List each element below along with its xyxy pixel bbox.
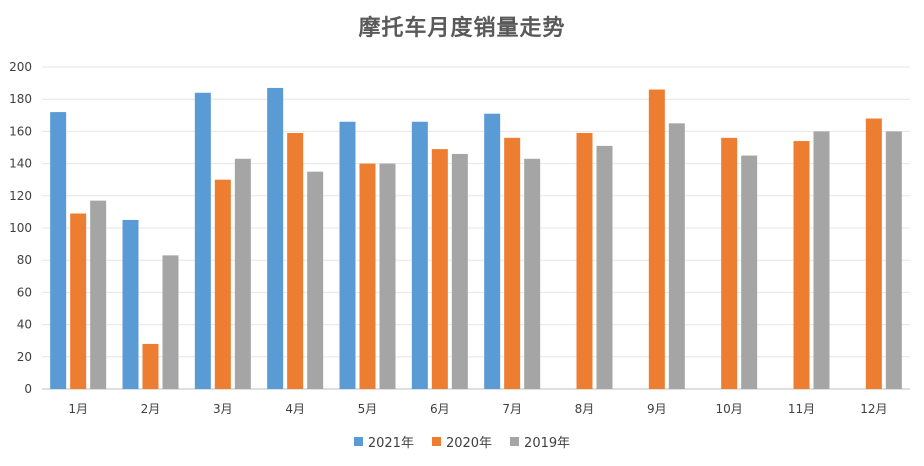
bar-2019年-12月 (885, 131, 902, 389)
legend-label-2020: 2020年 (445, 436, 493, 451)
y-tick-label: 120 (9, 189, 32, 203)
legend: 2021年 2020年 2019年 (0, 432, 924, 451)
y-tick-label: 140 (9, 157, 32, 171)
bar-2019年-6月 (451, 153, 468, 389)
x-tick-label: 11月 (788, 402, 815, 416)
x-tick-label: 10月 (716, 402, 743, 416)
x-tick-label: 2月 (141, 402, 161, 416)
legend-swatch-2020 (431, 437, 441, 446)
x-tick-label: 1月 (68, 402, 88, 416)
bar-2020年-3月 (214, 179, 231, 389)
bar-2019年-10月 (741, 155, 758, 389)
y-tick-label: 200 (9, 60, 32, 74)
legend-label-2021: 2021年 (367, 436, 414, 451)
x-tick-label: 5月 (358, 402, 378, 416)
y-tick-label: 100 (9, 221, 32, 235)
legend-label-2019: 2019年 (524, 436, 571, 451)
y-tick-label: 60 (17, 285, 32, 299)
bar-2019年-2月 (162, 255, 179, 389)
bar-2021年-4月 (267, 87, 284, 390)
bar-2019年-8月 (596, 145, 613, 389)
bar-2021年-2月 (122, 219, 139, 389)
bar-2020年-4月 (287, 133, 304, 389)
bar-2020年-11月 (793, 141, 810, 389)
bar-2020年-1月 (70, 213, 87, 389)
x-tick-label: 4月 (285, 402, 305, 416)
x-tick-label: 6月 (430, 402, 450, 416)
bar-2021年-7月 (484, 113, 501, 389)
x-tick-label: 12月 (860, 402, 887, 416)
bar-2021年-6月 (411, 121, 428, 390)
bar-2021年-1月 (50, 112, 67, 389)
x-tick-label: 3月 (213, 402, 233, 416)
bar-2019年-5月 (379, 163, 396, 389)
y-tick-label: 0 (24, 382, 32, 396)
bar-2020年-2月 (142, 343, 159, 389)
y-tick-label: 40 (17, 318, 32, 332)
x-tick-label: 8月 (575, 402, 595, 416)
legend-swatch-2019 (510, 437, 520, 446)
y-tick-label: 180 (9, 92, 32, 106)
legend-swatch-2021 (353, 437, 363, 446)
bar-2020年-9月 (648, 89, 665, 389)
bar-2020年-5月 (359, 163, 376, 389)
legend-item-2019: 2019年 (510, 432, 570, 451)
y-tick-label: 160 (9, 124, 32, 138)
bar-2020年-7月 (504, 137, 521, 389)
x-tick-label: 7月 (502, 402, 522, 416)
legend-item-2020: 2020年 (431, 432, 493, 451)
bar-2020年-12月 (865, 118, 882, 390)
bar-2019年-7月 (524, 158, 541, 389)
legend-item-2021: 2021年 (353, 432, 414, 451)
bar-2019年-3月 (234, 158, 251, 389)
bar-2019年-4月 (307, 171, 324, 389)
bar-2021年-5月 (339, 121, 356, 390)
chart-title: 摩托车月度销量走势 (358, 16, 566, 41)
bar-2019年-9月 (668, 123, 685, 389)
y-tick-label: 80 (17, 253, 32, 267)
bar-2019年-1月 (90, 200, 107, 389)
y-tick-label: 20 (17, 350, 32, 364)
bar-2021年-3月 (194, 92, 211, 389)
x-tick-label: 9月 (647, 402, 667, 416)
bar-2020年-8月 (576, 133, 593, 389)
bar-2020年-10月 (721, 137, 738, 389)
bar-2020年-6月 (431, 149, 448, 389)
bar-2019年-11月 (813, 131, 830, 389)
